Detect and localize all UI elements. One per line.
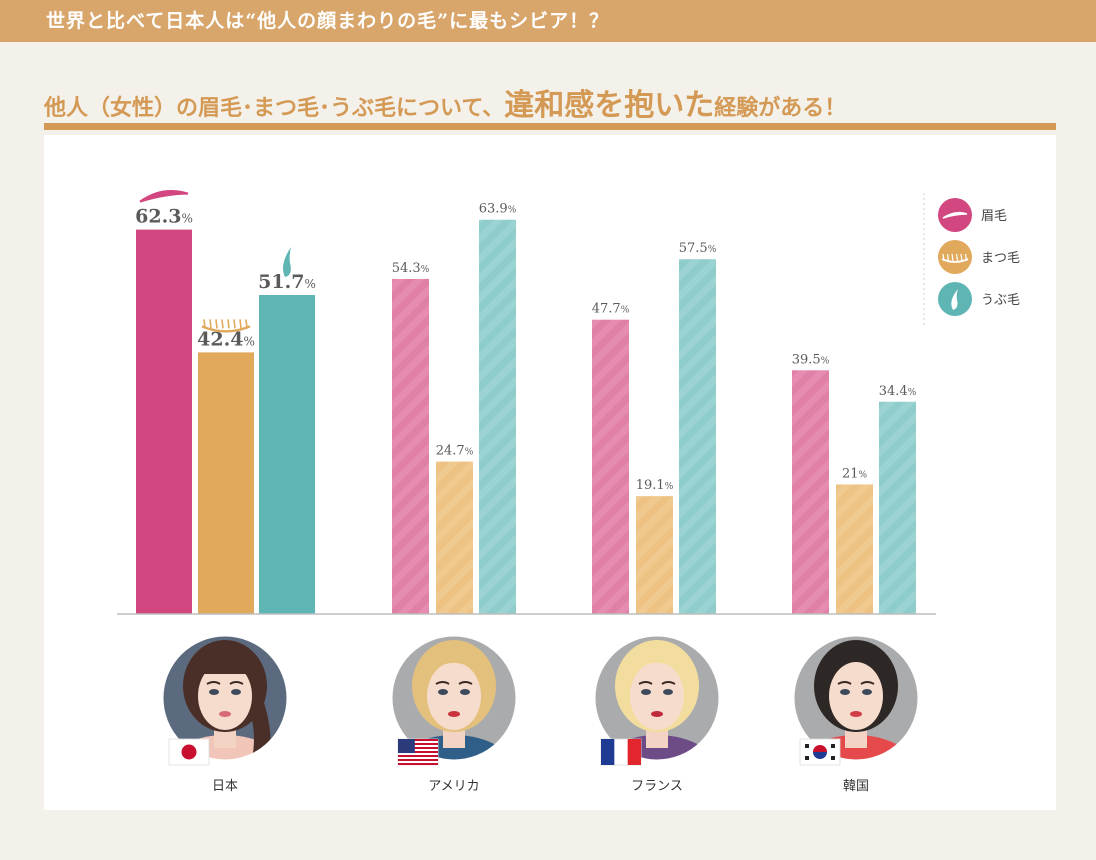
value-label-unit: % xyxy=(908,388,917,398)
bar-1-0 xyxy=(392,278,429,614)
value-label-0-1: 42.4% xyxy=(197,328,255,350)
legend-item-2: うぶ毛 xyxy=(938,282,1020,316)
value-label-number: 62.3 xyxy=(135,206,181,228)
value-label-unit: % xyxy=(858,470,867,480)
eyelash-icon xyxy=(201,319,251,333)
bar-0-1 xyxy=(198,352,254,614)
category-label-2: フランス xyxy=(631,779,683,794)
bar-3-1 xyxy=(836,484,873,614)
value-label-2-0: 47.7% xyxy=(592,302,630,317)
value-label-number: 47.7 xyxy=(592,302,621,317)
eyelash-icon xyxy=(941,253,969,263)
value-label-1-0: 54.3% xyxy=(392,261,430,276)
bars-layer xyxy=(136,219,916,614)
heading-part2: 違和感を抱いた xyxy=(504,88,715,123)
value-label-1-2: 63.9% xyxy=(479,202,517,217)
value-label-unit: % xyxy=(243,334,254,348)
bar-1-2 xyxy=(479,219,516,614)
bar-3-0 xyxy=(792,370,829,614)
value-label-number: 34.4 xyxy=(879,384,908,399)
bar-2-0 xyxy=(592,319,629,614)
legend-label-0: 眉毛 xyxy=(981,209,1007,224)
value-label-unit: % xyxy=(421,265,430,275)
chart-panel: 62.3% 42.4% 51.7% 54.3% 24.7% 63.9% 47.7% 19.1%… xyxy=(44,135,1056,810)
value-label-unit: % xyxy=(621,306,630,316)
korea-flag xyxy=(799,738,841,766)
value-label-number: 19.1 xyxy=(636,478,665,493)
value-label-number: 42.4 xyxy=(197,328,243,350)
bar-2-2 xyxy=(679,259,716,614)
banner-text: 世界と比べて日本人は“他人の顔まわりの毛”に最もシビア！？ xyxy=(46,10,610,32)
value-label-unit: % xyxy=(665,482,674,492)
legend-item-1: まつ毛 xyxy=(938,240,1020,274)
usa-flag xyxy=(397,738,439,766)
value-label-3-0: 39.5% xyxy=(792,352,830,367)
value-label-2-2: 57.5% xyxy=(679,241,717,256)
value-label-unit: % xyxy=(821,356,830,366)
value-label-3-1: 21% xyxy=(842,466,868,481)
value-label-unit: % xyxy=(304,277,315,291)
chart-heading: 他人（女性）の眉毛･まつ毛･うぶ毛について、違和感を抱いた経験がある！ xyxy=(44,80,1056,124)
value-label-unit: % xyxy=(181,212,192,226)
value-label-unit: % xyxy=(708,245,717,255)
value-label-number: 39.5 xyxy=(792,352,821,367)
vellus-hair-icon xyxy=(951,289,958,310)
value-label-2-1: 19.1% xyxy=(636,478,674,493)
france-flag xyxy=(600,738,642,766)
value-label-unit: % xyxy=(508,206,517,216)
japan-flag xyxy=(168,738,210,766)
value-label-1-1: 24.7% xyxy=(436,444,474,459)
legend-item-0: 眉毛 xyxy=(938,198,1007,232)
american-woman-avatar xyxy=(391,635,517,766)
bar-0-2 xyxy=(259,295,315,614)
heading-rule xyxy=(44,123,1056,130)
value-label-number: 63.9 xyxy=(479,202,508,217)
heading-part3: 経験がある！ xyxy=(714,95,847,121)
value-label-number: 24.7 xyxy=(436,444,465,459)
value-label-number: 51.7 xyxy=(258,271,304,293)
value-labels-layer: 62.3%42.4%51.7%54.3%24.7%63.9%47.7%19.1%… xyxy=(135,202,917,493)
korean-woman-avatar xyxy=(793,635,919,766)
value-label-0-0: 62.3% xyxy=(135,206,193,228)
value-label-number: 54.3 xyxy=(392,261,421,276)
series-icons xyxy=(139,189,291,333)
bar-2-1 xyxy=(636,496,673,614)
legend-swatch xyxy=(938,240,972,274)
value-label-0-2: 51.7% xyxy=(258,271,316,293)
category-label-1: アメリカ xyxy=(428,779,479,794)
value-label-unit: % xyxy=(465,448,474,458)
heading-part1: 他人（女性）の眉毛･まつ毛･うぶ毛について、 xyxy=(44,95,505,121)
eyebrow-icon xyxy=(139,189,189,203)
legend-label-1: まつ毛 xyxy=(981,251,1020,266)
bar-1-1 xyxy=(436,461,473,614)
bar-0-0 xyxy=(136,229,192,614)
bar-3-2 xyxy=(879,401,916,614)
category-labels: 日本 アメリカ フランス 韓国 xyxy=(212,779,869,794)
top-banner: 世界と比べて日本人は“他人の顔まわりの毛”に最もシビア！？ xyxy=(0,0,1096,42)
category-label-0: 日本 xyxy=(212,779,238,794)
value-label-number: 57.5 xyxy=(679,241,708,256)
value-label-3-2: 34.4% xyxy=(879,384,917,399)
vellus-hair-icon xyxy=(283,247,291,278)
eyebrow-icon xyxy=(942,211,968,219)
legend-label-2: うぶ毛 xyxy=(981,293,1020,308)
bar-chart: 62.3%42.4%51.7%54.3%24.7%63.9%47.7%19.1%… xyxy=(117,189,1020,794)
value-label-number: 21 xyxy=(842,466,859,481)
avatars-layer xyxy=(162,635,919,766)
category-label-3: 韓国 xyxy=(843,779,869,794)
